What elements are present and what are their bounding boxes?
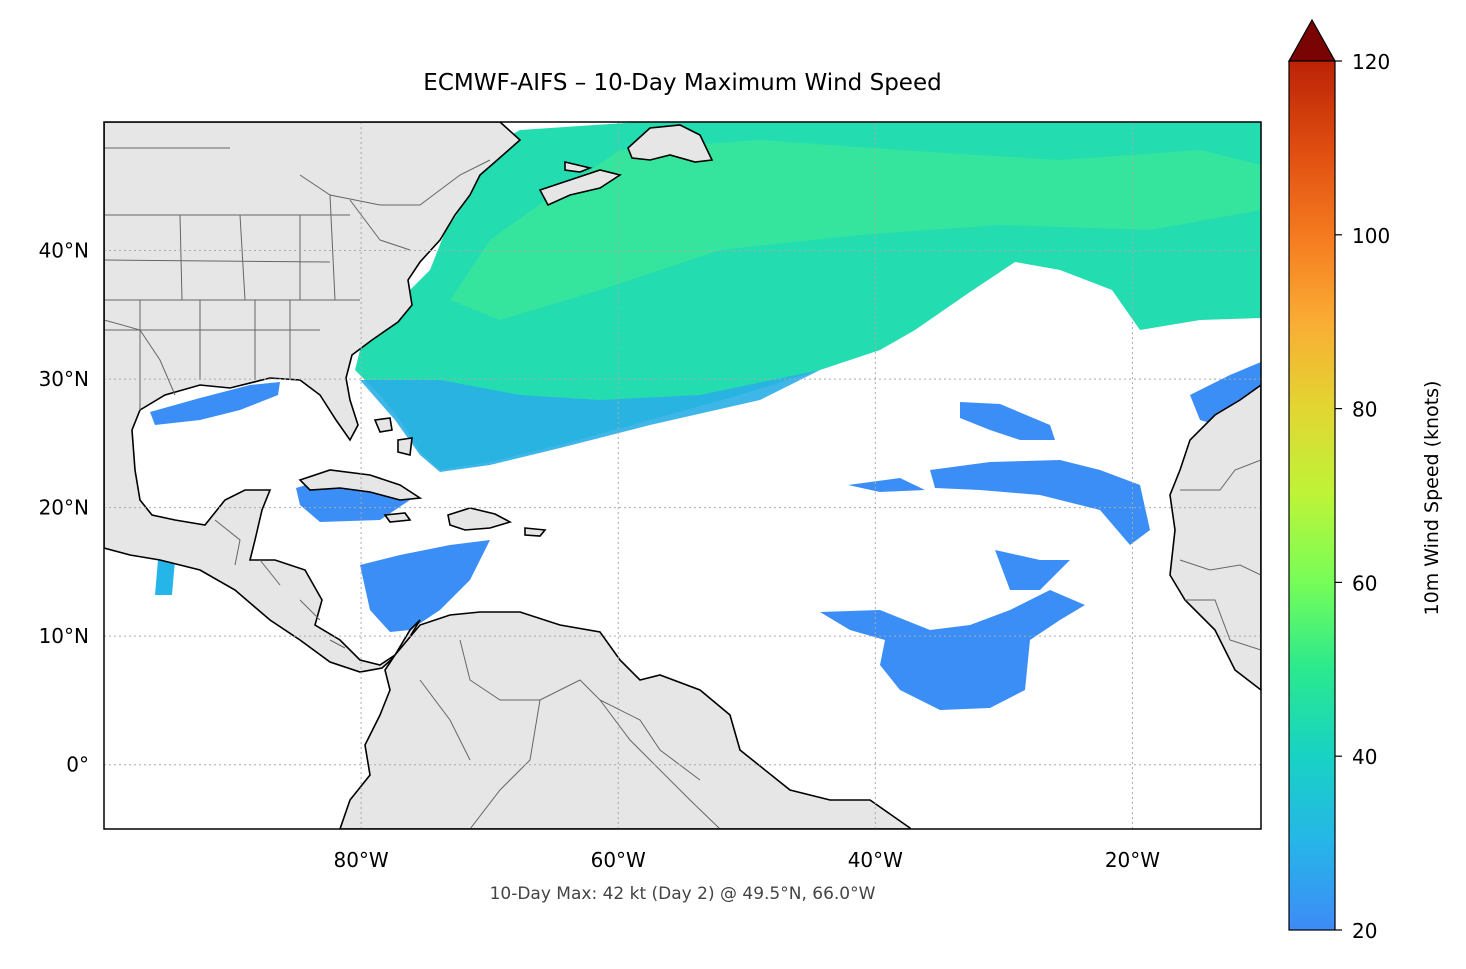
wind-speed-field [150,122,1261,710]
longitude-ticks: 80°W 60°W 40°W 20°W [333,848,1160,872]
colorbar: 20 40 60 80 100 120 [1287,18,1390,943]
land-cuba [298,469,423,501]
wind-field-pacific [155,560,175,595]
land-south-america [339,611,911,829]
border-us-mexico [104,319,176,396]
colorbar-ticks: 20 40 60 80 100 120 [1335,50,1390,943]
land-puerto-rico [524,527,547,537]
colorbar-tick-label: 80 [1352,398,1377,422]
wind-field-north-atlantic [355,122,1261,470]
lon-tick-label: 60°W [591,848,646,872]
ocean [104,122,1261,829]
gridlines [104,122,1261,829]
lon-tick-label: 20°W [1105,848,1160,872]
latitude-ticks: 40°N 30°N 20°N 10°N 0° [39,239,89,777]
land-hispaniola [447,507,513,531]
wind-field-central-atlantic-1 [960,402,1055,440]
colorbar-label: 10m Wind Speed (knots) [1421,380,1443,616]
land [104,122,1261,829]
colorbar-tick-label: 20 [1352,919,1377,943]
colorbar-tick-label: 40 [1352,745,1377,769]
colorbar-tick-label: 100 [1352,224,1390,248]
map-title: ECMWF-AIFS – 10-Day Maximum Wind Speed [423,70,942,96]
lat-tick-label: 40°N [39,239,89,263]
border-africa [1179,459,1261,651]
colorbar-extend-triangle [1287,18,1337,62]
borders [104,147,1261,829]
lat-tick-label: 10°N [39,624,89,648]
border-us-states [104,194,411,410]
colorbar-tick-label: 120 [1352,50,1390,74]
colorbar-bar [1288,60,1336,931]
lon-tick-label: 40°W [848,848,903,872]
map-frame-contents [104,122,1261,829]
land-north-america [104,122,522,673]
map-frame [103,121,1262,830]
land-pei [564,160,593,173]
land-jamaica [383,512,412,523]
land-newfoundland [627,124,714,163]
wind-field-canary [1190,362,1261,432]
lat-tick-label: 20°N [39,496,89,520]
wind-field-core [450,140,1261,320]
lat-tick-label: 0° [66,753,89,777]
border-central-america [214,519,346,649]
land-west-africa [1169,384,1261,692]
max-wind-summary: 10-Day Max: 42 kt (Day 2) @ 49.5°N, 66.0… [489,884,876,904]
wind-field-central-atlantic-2 [848,460,1150,545]
wind-field-southern-edge [360,370,820,472]
wind-field-caribbean [296,478,490,632]
wind-field-great-lakes [230,142,355,226]
land-nova-scotia [538,169,622,207]
lat-tick-label: 30°N [39,367,89,391]
colorbar-tick-label: 60 [1352,571,1377,595]
wind-field-gulf [150,382,280,425]
border-us-canada [104,147,491,206]
wind-field-central-atlantic-3 [820,550,1085,710]
border-south-america [419,639,721,829]
lon-tick-label: 80°W [333,848,388,872]
land-bahamas [373,417,413,456]
